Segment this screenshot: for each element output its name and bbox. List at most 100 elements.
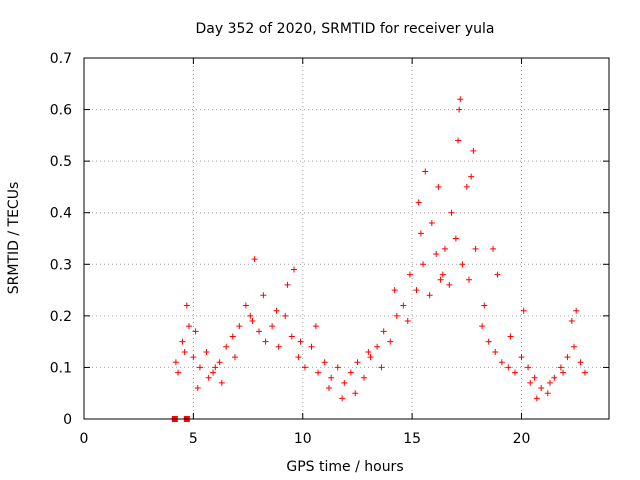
data-point: [538, 385, 545, 392]
data-point: [251, 256, 258, 263]
data-point: [446, 281, 453, 288]
data-point: [365, 348, 372, 355]
y-tick-label: 0.4: [50, 206, 72, 222]
plot-frame: [83, 57, 610, 420]
data-point: [260, 292, 267, 299]
grid: [84, 58, 609, 419]
x-tick-label: 10: [294, 431, 312, 447]
data-point: [288, 333, 295, 340]
x-tick-label: 15: [403, 431, 421, 447]
data-point: [466, 276, 472, 283]
data-point: [525, 364, 532, 371]
data-point: [312, 323, 319, 330]
data-point: [216, 359, 223, 366]
data-point: [301, 364, 308, 371]
data-point: [428, 220, 435, 227]
data-point: [507, 333, 514, 340]
data-point: [564, 354, 571, 361]
data-point: [229, 333, 236, 340]
data-point: [415, 199, 422, 206]
data-point: [352, 390, 359, 397]
data-point: [551, 374, 558, 381]
data-point: [183, 302, 190, 309]
data-point: [481, 302, 488, 309]
data-point: [426, 292, 433, 299]
data-point: [505, 364, 512, 371]
data-point: [456, 106, 463, 113]
data-point: [420, 261, 427, 268]
data-point: [236, 323, 243, 330]
data-point: [341, 379, 348, 386]
data-point: [468, 173, 475, 180]
data-point: [315, 369, 322, 376]
data-point: [459, 261, 466, 268]
data-point: [210, 369, 217, 376]
data-point: [433, 250, 440, 257]
data-point: [404, 318, 411, 325]
data-point: [560, 369, 567, 376]
data-point: [203, 348, 210, 355]
data-point: [247, 312, 254, 319]
y-tick-label: 0.7: [50, 51, 72, 67]
data-point: [422, 168, 429, 175]
data-point: [328, 374, 335, 381]
data-point: [256, 328, 262, 335]
data-point: [527, 379, 534, 386]
data-point: [181, 348, 188, 355]
data-point: [190, 354, 197, 361]
data-point: [417, 230, 424, 237]
data-point: [223, 343, 230, 350]
data-point: [518, 354, 525, 361]
chart-title: Day 352 of 2020, SRMTID for receiver yul…: [195, 21, 494, 37]
data-point: [557, 364, 564, 371]
data-point: [573, 307, 580, 314]
data-point: [192, 328, 199, 335]
y-tick-label: 0.1: [50, 360, 72, 376]
data-point: [479, 323, 486, 330]
data-point: [326, 385, 332, 392]
y-tick-label: 0.3: [50, 257, 72, 273]
data-point: [531, 374, 538, 381]
data-point: [291, 266, 297, 273]
data-point: [520, 307, 527, 314]
data-point: [498, 359, 505, 366]
data-point: [295, 354, 302, 361]
data-marks: [171, 96, 588, 422]
data-point: [361, 374, 367, 381]
y-axis-label: SRMTID / TECUs: [6, 182, 22, 295]
data-point: [511, 369, 518, 376]
data-point: [448, 209, 455, 216]
data-point: [194, 385, 201, 392]
y-tick-label: 0.6: [50, 103, 72, 119]
data-point: [367, 354, 374, 361]
data-point: [393, 312, 400, 319]
data-point: [186, 323, 192, 330]
data-point: [321, 359, 328, 366]
data-point: [470, 147, 477, 154]
y-tick-label: 0: [63, 412, 72, 428]
axis-ticks: 0 0.1 0.2 0.3 0.4 0.5 0.6 0.7 0 5 10 15 20: [50, 51, 609, 447]
data-point: [347, 369, 354, 376]
data-point: [212, 364, 219, 371]
data-point: [262, 338, 269, 345]
data-point: [339, 395, 346, 402]
data-point: [437, 276, 444, 283]
data-point: [406, 271, 413, 278]
data-point: [249, 318, 256, 325]
y-tick-label: 0.2: [50, 309, 72, 325]
data-point: [533, 395, 540, 402]
data-point: [273, 307, 280, 314]
data-point: [282, 312, 289, 319]
data-point: [387, 338, 394, 345]
data-point: [413, 287, 420, 294]
data-point: [439, 271, 446, 278]
data-point: [205, 374, 212, 381]
y-tick-label: 0.5: [50, 154, 72, 170]
x-tick-label: 20: [513, 431, 531, 447]
x-tick-label: 0: [80, 431, 89, 447]
data-point: [334, 364, 341, 371]
data-point: [435, 183, 442, 190]
data-point: [492, 348, 499, 355]
data-point: [452, 235, 459, 242]
